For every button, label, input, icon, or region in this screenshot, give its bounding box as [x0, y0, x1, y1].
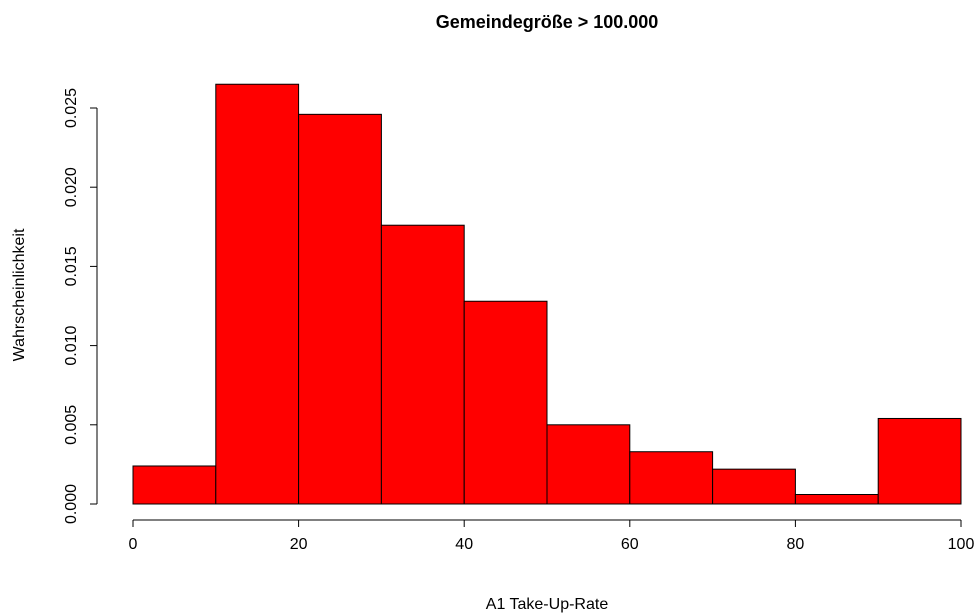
x-tick-label: 100	[948, 536, 975, 553]
y-tick-label: 0.025	[63, 88, 80, 128]
x-tick-label: 20	[290, 536, 308, 553]
y-axis-label: Wahrscheinlichkeit	[11, 228, 28, 361]
bar	[629, 451, 714, 505]
y-tick-label: 0.020	[63, 167, 80, 207]
y-tick-label: 0.015	[63, 246, 80, 286]
bar	[546, 424, 631, 505]
x-axis-label: A1 Take-Up-Rate	[486, 596, 609, 613]
bar	[380, 224, 465, 505]
bar	[132, 465, 217, 505]
chart-title: Gemeindegröße > 100.000	[436, 12, 659, 32]
bar	[794, 493, 879, 505]
y-tick-label: 0.005	[63, 405, 80, 445]
x-tick-label: 40	[455, 536, 473, 553]
y-tick-label: 0.010	[63, 325, 80, 365]
x-tick-label: 80	[787, 536, 805, 553]
bar	[215, 83, 300, 505]
x-tick-label: 0	[129, 536, 138, 553]
bar	[877, 417, 962, 505]
x-tick-label: 60	[621, 536, 639, 553]
y-tick-label: 0.000	[63, 484, 80, 524]
bar	[463, 300, 548, 505]
bar	[298, 113, 382, 505]
bar	[712, 468, 796, 505]
